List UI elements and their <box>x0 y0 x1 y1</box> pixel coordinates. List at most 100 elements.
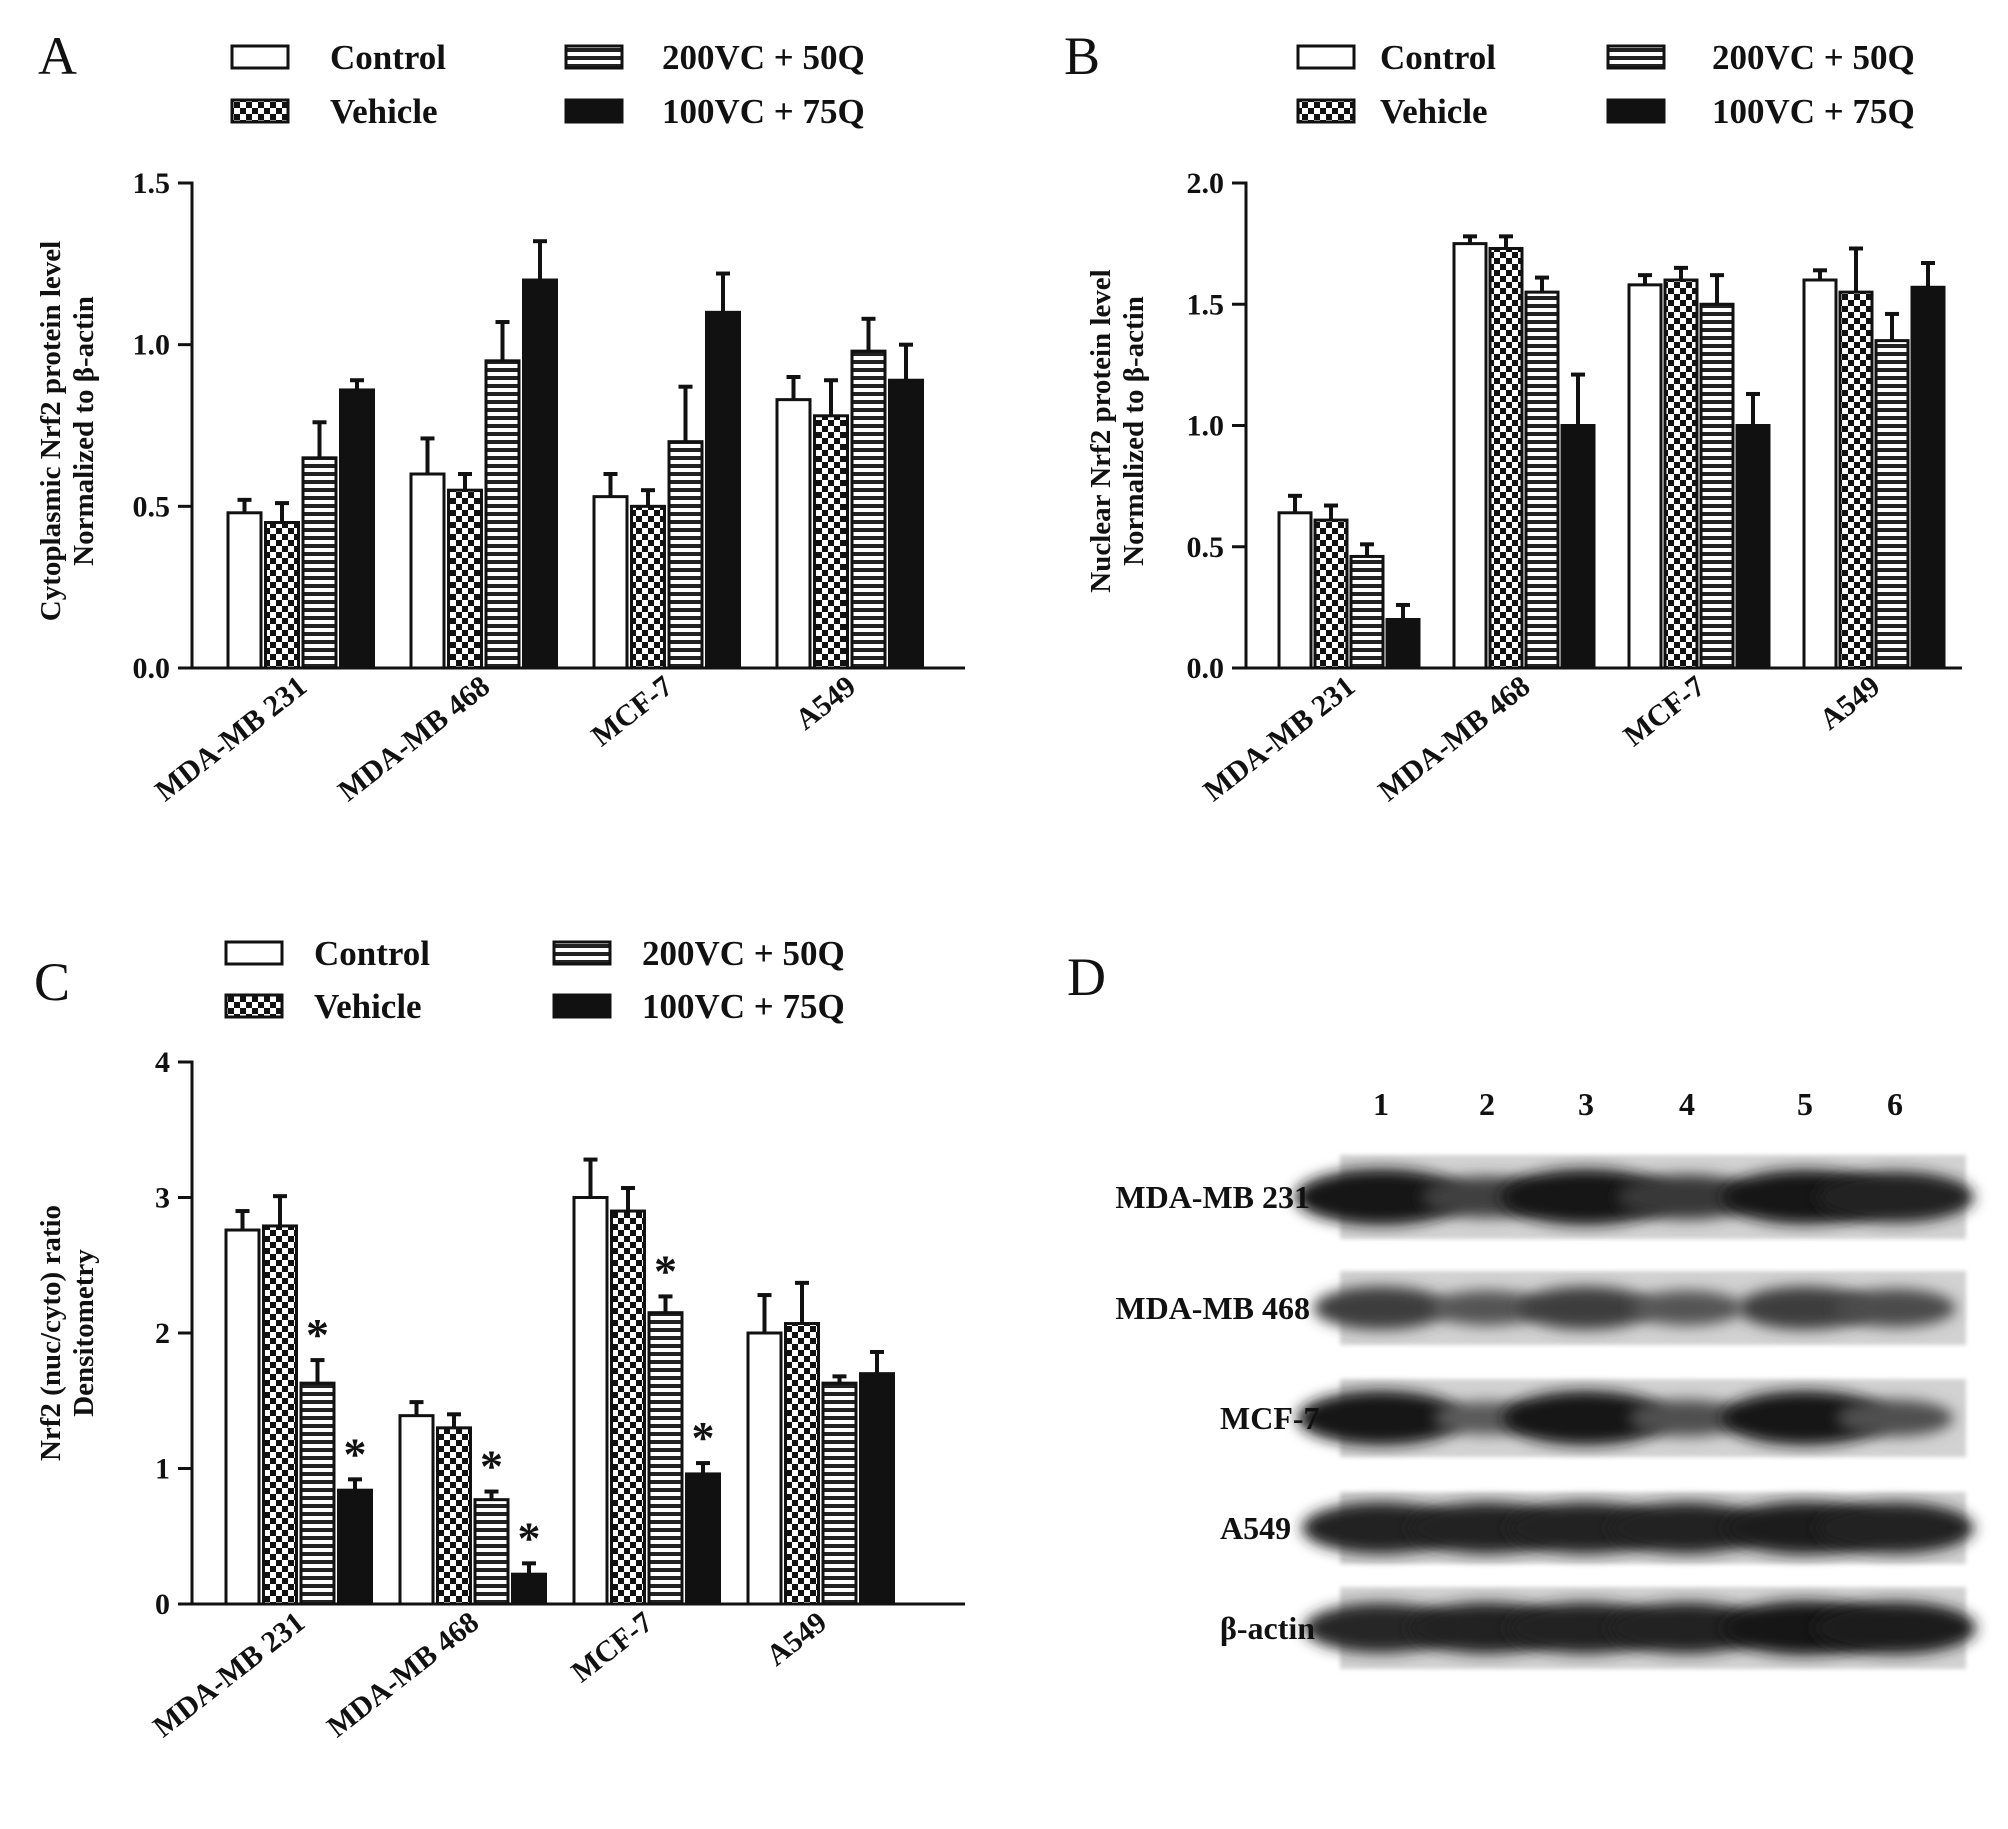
blot-band-3-5 <box>1721 1390 1889 1446</box>
panel-label-d: D <box>1067 947 1106 1007</box>
bar-a-1-2 <box>264 521 300 670</box>
bar-a-1-3 <box>301 456 338 670</box>
y-tick-label-c-2: 2 <box>155 1317 170 1350</box>
blot-band-3-1 <box>1297 1390 1465 1446</box>
bar-b-1-2 <box>1313 518 1349 670</box>
legend-swatch-c-4 <box>552 993 612 1019</box>
blot-band-2-2 <box>1430 1290 1544 1326</box>
blot-band-3-4 <box>1628 1399 1746 1437</box>
y-axis-title-b: Nuclear Nrf2 protein level Normalized to … <box>1085 269 1150 593</box>
legend-swatch-a-3 <box>564 44 624 70</box>
legend-label-c-3: 200VC + 50Q <box>642 934 845 973</box>
blot-row-label-3: MCF-7 <box>1220 1400 1320 1436</box>
bar-a-4-2 <box>813 414 849 670</box>
category-label-b-3: MCF-7 <box>1617 670 1711 753</box>
bar-a-2-4 <box>522 278 558 670</box>
bar-a-4-1 <box>775 398 812 670</box>
y-axis-title-c: Nrf2 (nuc/cyto) ratio Densitometry <box>35 1205 100 1461</box>
legend-swatch-a-2 <box>230 98 290 124</box>
legend-swatch-a-1 <box>230 44 290 70</box>
bar-b-4-1 <box>1802 278 1838 670</box>
western-blot: 1 2 3 4 5 6 MDA-MB 231 MDA-MB 468 MCF-7 A549 β-act… <box>1115 1086 1977 1669</box>
legend-label-b-3: 200VC + 50Q <box>1712 38 1915 77</box>
bar-b-2-4 <box>1560 424 1596 670</box>
category-label-c-2: MDA-MB 468 <box>321 1606 485 1744</box>
blot-band-2-1 <box>1313 1286 1449 1330</box>
panel-label-b: B <box>1064 26 1100 86</box>
blot-band-2-4 <box>1630 1290 1744 1326</box>
category-label-a-1: MDA-MB 231 <box>149 670 313 808</box>
bar-c-1-1 <box>224 1228 261 1606</box>
y-tick-label-b-0: 0.0 <box>1187 652 1225 685</box>
y-axis-title-line-a-2: Normalized to β-actin <box>68 296 100 566</box>
legend-label-b-4: 100VC + 75Q <box>1712 92 1915 131</box>
blot-band-1-6 <box>1815 1171 1975 1223</box>
lane-number-3: 3 <box>1578 1086 1594 1122</box>
bar-b-2-2 <box>1488 246 1524 670</box>
bar-c-3-4 <box>685 1472 721 1606</box>
category-label-a-2: MDA-MB 468 <box>332 670 496 808</box>
category-label-c-1: MDA-MB 231 <box>147 1606 311 1744</box>
y-tick-label-b-2: 1.0 <box>1187 410 1225 443</box>
panel-label-c: C <box>34 952 70 1012</box>
legend-label-c-4: 100VC + 75Q <box>642 987 845 1026</box>
y-axis-title-line-b-2: Normalized to β-actin <box>1118 296 1150 566</box>
bar-b-2-3 <box>1524 290 1560 670</box>
blot-row-label-5: β-actin <box>1220 1610 1315 1646</box>
blot-band-5-4 <box>1607 1602 1767 1654</box>
y-tick-label-c-3: 3 <box>155 1182 170 1215</box>
panel-b: B Control Vehicle 200VC + 50Q 100VC + 75Q N… <box>1064 26 1962 808</box>
y-tick-label-b-1: 0.5 <box>1187 531 1225 564</box>
blot-band-2-6 <box>1834 1288 1956 1328</box>
bar-a-3-2 <box>630 504 666 670</box>
blot-band-1-4 <box>1617 1174 1757 1220</box>
lane-number-1: 1 <box>1373 1086 1389 1122</box>
bar-b-4-4 <box>1910 285 1946 670</box>
y-tick-label-c-1: 1 <box>155 1453 170 1486</box>
y-tick-label-a-3: 1.5 <box>133 167 171 200</box>
bar-b-3-4 <box>1735 424 1771 670</box>
legend-swatch-b-2 <box>1296 98 1356 124</box>
panel-c: C Control Vehicle 200VC + 50Q 100VC + 75Q N… <box>34 934 965 1744</box>
blot-band-4-4 <box>1607 1502 1767 1554</box>
bar-a-3-4 <box>705 310 741 670</box>
bar-b-2-1 <box>1452 242 1488 670</box>
plot-area-a: 0.0 0.5 1.0 1.5 MDA-MB 231 MDA-MB 468 MCF-7 A54… <box>133 167 965 808</box>
blot-band-3-6 <box>1836 1399 1954 1437</box>
category-label-a-3: MCF-7 <box>585 670 679 753</box>
bar-c-1-3 <box>299 1381 336 1606</box>
bar-c-2-1 <box>398 1414 435 1606</box>
legend-label-b-2: Vehicle <box>1380 92 1488 131</box>
legend-c: Control Vehicle 200VC + 50Q 100VC + 75Q <box>224 934 845 1026</box>
significance-marker-c-4: * <box>518 1512 541 1563</box>
legend-label-a-1: Control <box>330 38 446 77</box>
y-tick-label-c-0: 0 <box>155 1588 170 1621</box>
plot-area-c: 0 1 2 3 4 MDA-MB 231 MDA-MB 468 MCF-7 A549 * * * * * * <box>147 1046 965 1744</box>
bar-c-3-1 <box>572 1196 609 1606</box>
legend-label-b-1: Control <box>1380 38 1496 77</box>
bar-b-1-1 <box>1277 511 1313 670</box>
bar-b-3-1 <box>1627 283 1663 670</box>
bar-a-4-4 <box>888 378 924 670</box>
y-tick-label-c-4: 4 <box>155 1046 170 1079</box>
category-label-c-3: MCF-7 <box>565 1606 659 1689</box>
legend-b: Control Vehicle 200VC + 50Q 100VC + 75Q <box>1296 38 1915 131</box>
legend-a: Control Vehicle 200VC + 50Q 100VC + 75Q <box>230 38 865 131</box>
bar-c-4-1 <box>746 1331 783 1606</box>
bar-c-4-2 <box>784 1322 820 1606</box>
bar-c-3-2 <box>610 1209 646 1606</box>
bar-c-2-3 <box>473 1498 510 1606</box>
legend-swatch-b-3 <box>1606 44 1666 70</box>
blot-band-5-6 <box>1813 1601 1977 1655</box>
category-label-b-4: A549 <box>1813 670 1886 737</box>
category-label-b-2: MDA-MB 468 <box>1372 670 1536 808</box>
y-tick-label-b-3: 1.5 <box>1187 288 1225 321</box>
bar-a-2-1 <box>409 472 446 670</box>
significance-marker-c-5: * <box>654 1245 677 1296</box>
category-label-c-4: A549 <box>760 1606 833 1673</box>
y-tick-label-b-4: 2.0 <box>1187 167 1225 200</box>
blot-band-2-3 <box>1518 1286 1654 1330</box>
legend-swatch-c-3 <box>552 940 612 966</box>
bar-b-4-2 <box>1838 290 1874 670</box>
